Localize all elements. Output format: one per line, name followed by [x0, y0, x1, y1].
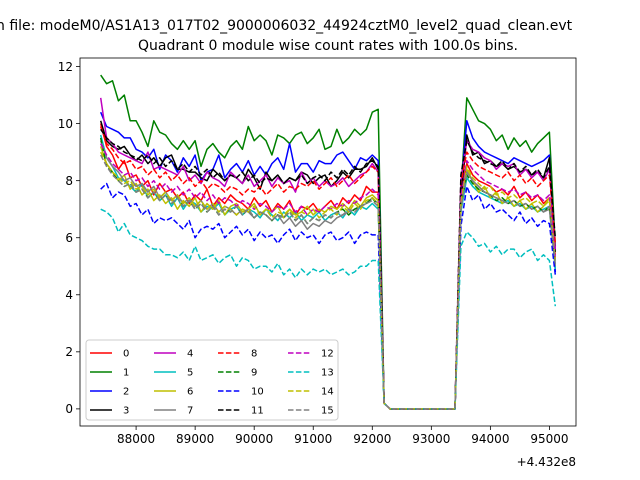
series-line-10: [100, 182, 557, 410]
series-layer: [99, 74, 557, 410]
y-tick-label: 10: [58, 117, 73, 131]
axes-frame: [79, 57, 577, 427]
y-tick-label: 8: [65, 174, 73, 188]
legend-label-0: 0: [123, 349, 129, 360]
series-line-5: [99, 134, 557, 410]
x-tick-label: 94000: [471, 432, 509, 446]
legend-label-12: 12: [321, 349, 334, 360]
legend-label-10: 10: [251, 387, 264, 398]
x-offset-label: +4.432e8: [517, 455, 576, 469]
legend-label-13: 13: [321, 368, 334, 379]
y-tick-label: 12: [58, 60, 73, 74]
legend-label-2: 2: [123, 387, 129, 398]
series-line-4: [99, 97, 557, 410]
series-line-12: [100, 143, 557, 410]
series-line-15: [100, 154, 557, 410]
legend-label-4: 4: [187, 349, 193, 360]
legend-label-11: 11: [251, 406, 264, 417]
figure-suptitle: n file: modeM0/AS1A13_017T02_9000006032_…: [0, 18, 573, 34]
y-tick-label: 2: [65, 345, 73, 359]
y-tick-label: 0: [65, 402, 73, 416]
x-tick-label: 92000: [353, 432, 391, 446]
legend-label-1: 1: [123, 368, 129, 379]
series-line-13: [100, 208, 557, 410]
y-axis: 0 2 4 6 8 10 12: [58, 60, 80, 416]
legend-label-15: 15: [321, 406, 334, 417]
chart-title: Quadrant 0 module wise count rates with …: [138, 38, 518, 54]
legend-frame: [85, 339, 339, 421]
series-line-2: [100, 111, 557, 410]
x-axis: 88000 89000 90000 91000 92000 93000 94000 95000: [117, 426, 569, 446]
y-tick-label: 4: [65, 288, 73, 302]
legend-label-14: 14: [321, 387, 334, 398]
legend-label-5: 5: [187, 368, 193, 379]
legend-label-7: 7: [187, 406, 193, 417]
series-line-6: [99, 146, 557, 410]
legend-label-6: 6: [187, 387, 193, 398]
x-tick-label: 93000: [412, 432, 450, 446]
legend-label-9: 9: [251, 368, 257, 379]
x-tick-label: 88000: [117, 432, 155, 446]
series-line-1: [100, 74, 557, 410]
series-line-8: [99, 126, 557, 410]
legend-label-3: 3: [123, 406, 129, 417]
x-tick-label: 89000: [176, 432, 214, 446]
series-line-14: [100, 151, 557, 410]
x-tick-label: 91000: [294, 432, 332, 446]
legend-label-8: 8: [251, 349, 257, 360]
x-tick-label: 95000: [530, 432, 568, 446]
series-line-11: [100, 128, 557, 410]
x-tick-label: 90000: [235, 432, 273, 446]
y-tick-label: 6: [65, 231, 73, 245]
